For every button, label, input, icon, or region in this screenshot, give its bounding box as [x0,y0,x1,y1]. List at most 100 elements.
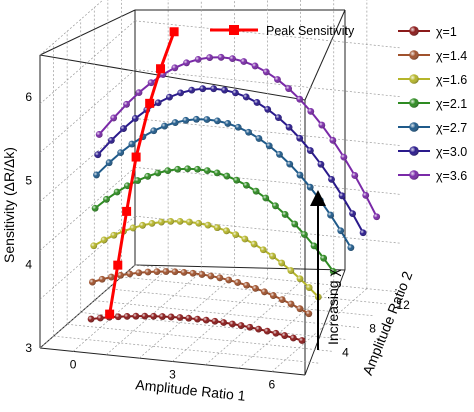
series-point-shine [260,288,268,296]
series-point-shine [362,191,370,199]
series-point-shine [275,114,282,122]
series-point-shine [224,120,232,127]
series-point-shine [240,58,248,65]
series-point-shine [164,167,172,175]
legend-label: χ=2.7 [436,121,467,135]
annotation-label: Increasing χ [325,269,341,345]
series-point-shine [250,240,258,248]
grid-line [94,300,360,328]
series-point-shine [237,322,245,329]
legend-peak-label: Peak Sensitivity [266,24,355,38]
series-point-shine [110,231,118,239]
series-point-shine [158,313,166,320]
series-point-shine [281,211,289,218]
peak-point [122,206,132,216]
grid-line [72,268,169,352]
series-point-shine [318,121,326,129]
series-point-shine [153,268,161,276]
z-tick-label: 6 [25,90,32,104]
series-point-shine [296,305,304,313]
legend-label: χ=1 [436,25,457,39]
series-point-shine [94,151,102,159]
series-point-shine [213,169,221,177]
series-point-shine [176,217,184,225]
legend: Peak Sensitivity χ=1 χ=1.4 χ=1.6 χ=2.1 χ=2.7 χ… [210,24,467,183]
series-point-shine [234,279,242,286]
series-point-shine [180,268,188,276]
series-point-shine [123,100,130,108]
series-point-shine [264,105,272,113]
series-point-shine [228,320,236,328]
series-point-shine [243,281,250,289]
series-point-shine [338,192,346,200]
series-point-shine [242,181,250,189]
series-point-shine [291,220,299,228]
peak-point [145,98,155,108]
series-point-shine [141,312,149,320]
series-point-shine [286,160,294,168]
legend-marker-shine [409,26,419,36]
series-point-shine [317,160,325,168]
series-point-shine [329,267,337,275]
series-point-shine [194,315,201,323]
series-point-shine [296,95,304,103]
series-point-shine [96,314,104,322]
series-point-shine [232,231,240,239]
series-point-shine [132,312,140,320]
y-tick-label: 12 [396,298,410,312]
series-point-shine [233,176,241,184]
series-point-shine [289,334,297,342]
series-point-shine [157,218,165,226]
series-point-shine [234,123,242,131]
series-point-shine [91,204,99,212]
series-point-shine [287,267,295,274]
z-tick-label: 3 [25,341,32,355]
grid-line [39,264,136,349]
series-point-shine [300,231,308,238]
z-tick-label: 4 [25,257,32,271]
grid-line [172,278,268,362]
series-point-shine [340,153,348,161]
series-point-shine [223,172,231,180]
series-point-shine [100,236,108,244]
z-tick-label: 5 [25,174,32,188]
series-point-shine [285,123,293,131]
series-point-shine [135,269,143,277]
series-point-shine [183,59,190,67]
series-point-shine [123,312,131,320]
legend-marker-shine [409,146,419,156]
series-point-shine [310,242,318,250]
legend-marker-shine [409,122,419,132]
series-point-shine [245,128,252,136]
series-point-shine [242,93,250,101]
series-point-shine [231,89,239,97]
series-point-shine [95,131,103,138]
y-tick-label: 4 [342,345,349,359]
series-point-shine [147,79,155,87]
series-point-shine [296,275,304,283]
y-axis-title: Amplitude Ratio 2 [359,269,415,378]
series-point-shine [117,149,125,157]
series-point-shine [126,270,134,278]
series-point-shine [135,89,143,97]
legend-marker-shine [409,170,419,180]
series-point-shine [148,219,156,227]
series-point-shine [194,55,202,63]
legend-peak-marker [229,25,239,35]
y-tick-label: 8 [369,322,376,336]
series-point-shine [225,276,233,284]
series-point-shine [131,115,139,122]
series-point-shine [305,310,313,318]
x-tick-label: 6 [269,378,276,392]
series-point-shine [110,114,118,122]
series-point-shine [171,64,179,72]
series-point-shine [359,229,367,237]
series-point-shine [296,171,304,179]
series-point-shine [272,202,279,210]
series-point-shine [188,86,196,94]
series-point-shine [167,313,175,321]
series-point-shine [184,165,192,173]
series-point-shine [185,314,193,322]
series-point-shine [221,86,228,94]
